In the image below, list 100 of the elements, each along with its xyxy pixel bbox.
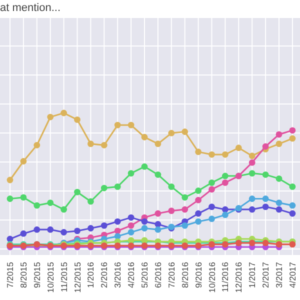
- point: [182, 222, 188, 229]
- point: [114, 122, 121, 128]
- point: [60, 206, 67, 213]
- point: [100, 184, 108, 192]
- point: [182, 194, 188, 201]
- point: [248, 159, 256, 166]
- point: [222, 206, 228, 213]
- x-tick-label: 8/2015: [18, 262, 28, 288]
- x-tick-label: 1/2016: [86, 262, 96, 288]
- point: [100, 222, 108, 229]
- point: [168, 130, 175, 136]
- point: [128, 214, 134, 221]
- point: [154, 171, 162, 178]
- point: [289, 135, 296, 142]
- x-tick-label: 1/2017: [247, 262, 258, 288]
- x-tick-label: 12/2015: [72, 262, 82, 293]
- point: [289, 202, 296, 209]
- point: [60, 229, 67, 236]
- point: [6, 196, 14, 202]
- point: [195, 188, 202, 194]
- x-tick-label: 9/2015: [32, 262, 42, 288]
- point: [47, 200, 54, 206]
- point: [276, 206, 282, 213]
- x-tick-label: 10/2016: [206, 262, 217, 293]
- x-tick-label: 10/2015: [45, 262, 56, 293]
- point: [60, 110, 67, 116]
- point: [168, 208, 175, 214]
- point: [248, 152, 256, 160]
- point: [88, 140, 94, 148]
- x-tick-label: 11/2016: [220, 262, 230, 292]
- x-tick-label: 2/2016: [99, 262, 110, 288]
- point: [276, 131, 282, 138]
- point: [208, 204, 215, 210]
- point: [141, 218, 148, 225]
- point: [114, 233, 121, 240]
- point: [195, 196, 202, 204]
- x-tick-label: 7/2016: [166, 262, 176, 288]
- point: [6, 176, 14, 184]
- point: [154, 140, 162, 148]
- point: [195, 210, 202, 217]
- point: [34, 202, 40, 209]
- point: [222, 212, 228, 218]
- point: [141, 225, 148, 232]
- point: [208, 151, 215, 158]
- point: [276, 200, 282, 206]
- point: [208, 186, 215, 193]
- point: [208, 216, 215, 222]
- x-tick-label: 12/2016: [234, 262, 244, 293]
- point: [262, 143, 269, 150]
- point: [289, 127, 296, 134]
- point: [182, 206, 188, 213]
- point: [195, 218, 202, 225]
- point: [276, 241, 282, 248]
- x-tick-label: 3/2016: [112, 262, 123, 288]
- x-tick-label: 5/2016: [140, 262, 150, 288]
- x-tick-label: 4/2017: [287, 262, 298, 288]
- x-tick-label: 6/2016: [152, 262, 163, 288]
- point: [128, 170, 134, 176]
- x-tick-label: 4/2016: [126, 262, 136, 288]
- point: [248, 196, 256, 202]
- point: [276, 140, 282, 148]
- point: [262, 196, 269, 202]
- point: [47, 226, 54, 233]
- point: [182, 128, 188, 135]
- point: [289, 210, 296, 217]
- point: [128, 122, 134, 128]
- point: [34, 142, 40, 148]
- point: [262, 204, 269, 210]
- x-tick-label: 2/2017: [260, 262, 271, 288]
- x-tick-label: 8/2016: [180, 262, 190, 288]
- point: [114, 184, 121, 190]
- point: [222, 151, 228, 158]
- point: [88, 225, 94, 232]
- point: [34, 226, 40, 233]
- point: [262, 171, 269, 178]
- point: [248, 206, 256, 213]
- point: [289, 241, 296, 248]
- point: [248, 170, 256, 176]
- point: [154, 210, 162, 217]
- point: [20, 230, 27, 237]
- chart-title: at mention...: [0, 2, 61, 14]
- point: [74, 188, 80, 196]
- point: [235, 144, 242, 152]
- point: [47, 114, 54, 120]
- point: [195, 148, 202, 156]
- x-tick-label: 7/2015: [5, 262, 15, 288]
- point: [128, 229, 134, 236]
- point: [88, 198, 94, 205]
- point: [141, 163, 148, 170]
- point: [222, 172, 228, 180]
- point: [154, 221, 162, 228]
- x-tick-label: 9/2016: [193, 262, 204, 288]
- point: [114, 228, 121, 234]
- x-tick-label: 3/2017: [274, 262, 284, 288]
- point: [74, 228, 80, 234]
- point: [289, 184, 296, 190]
- point: [154, 226, 162, 233]
- point: [276, 175, 282, 182]
- point: [222, 179, 228, 186]
- point: [100, 142, 108, 148]
